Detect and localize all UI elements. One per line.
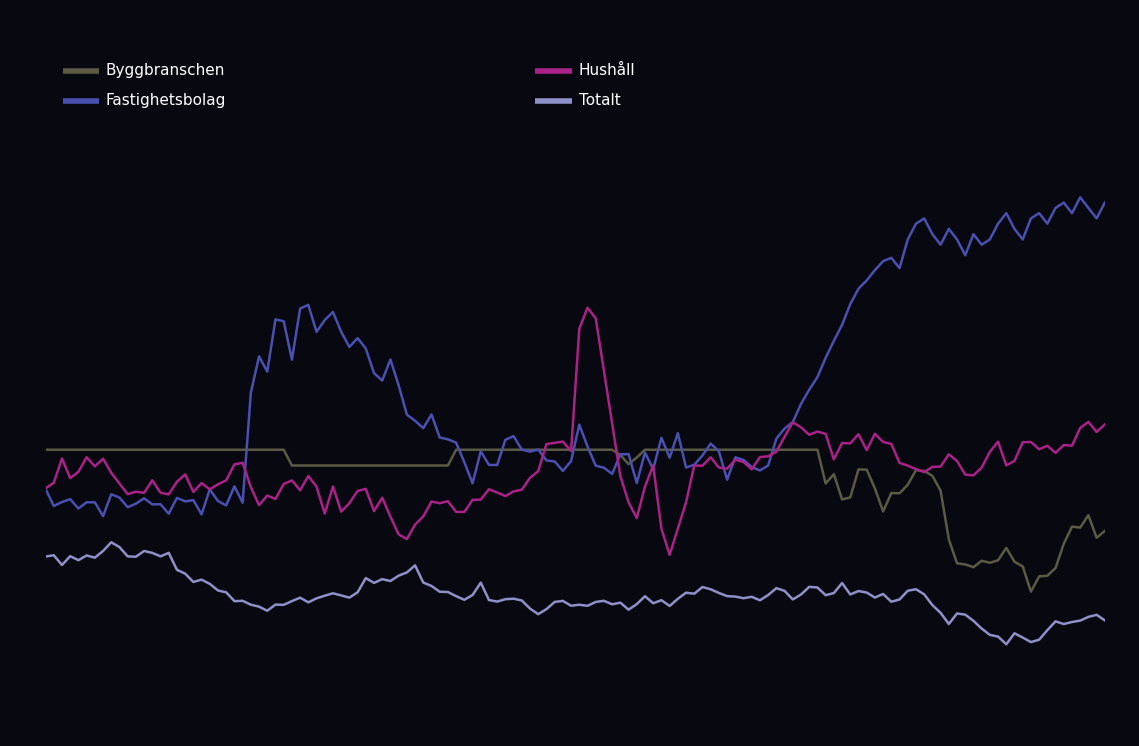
Text: Totalt: Totalt bbox=[579, 93, 621, 108]
Text: Hushåll: Hushåll bbox=[579, 63, 636, 78]
Text: Fastighetsbolag: Fastighetsbolag bbox=[106, 93, 227, 108]
Text: Byggbranschen: Byggbranschen bbox=[106, 63, 226, 78]
